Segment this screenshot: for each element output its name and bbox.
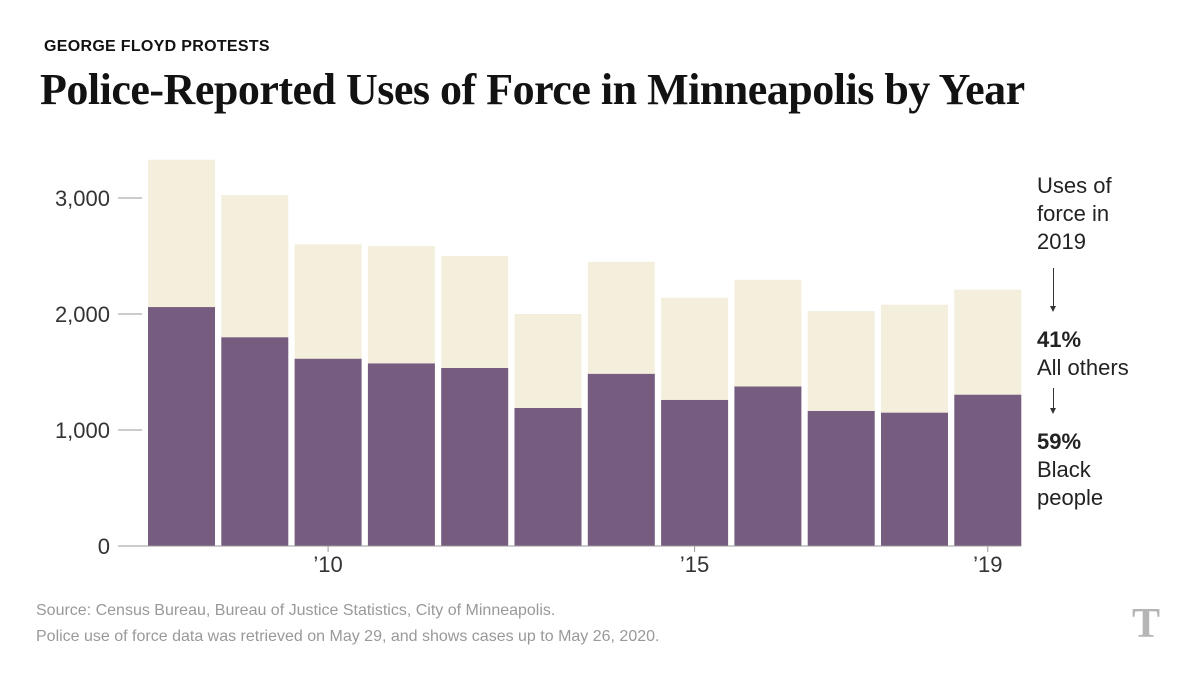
bar-black-people-2014 (587, 373, 655, 546)
arrow-head-icon (1050, 306, 1056, 312)
y-tick-label: 0 (98, 534, 110, 559)
bar-all-others-2017 (807, 311, 875, 411)
others-label: All others (1037, 355, 1129, 380)
bar-black-people-2015 (661, 399, 729, 546)
source-line: Police use of force data was retrieved o… (36, 628, 660, 645)
source-line: Source: Census Bureau, Bureau of Justice… (36, 602, 556, 619)
kicker: GEORGE FLOYD PROTESTS (44, 38, 270, 55)
x-tick-label: ’10 (313, 552, 342, 577)
x-tick-label: ’19 (973, 552, 1002, 577)
bar-black-people-2010 (294, 358, 362, 546)
annotation-heading: Uses of force in 2019 (1037, 172, 1112, 256)
bar-black-people-2017 (807, 410, 875, 546)
black-label-line: people (1037, 485, 1104, 510)
x-tick-label: ’15 (680, 552, 709, 577)
arrow-head-icon (1050, 408, 1056, 414)
others-percent: 41% (1037, 327, 1082, 352)
bar-all-others-2009 (221, 195, 289, 338)
bar-black-people-2011 (367, 363, 435, 546)
bar-all-others-2015 (661, 297, 729, 400)
arrow-icon (1053, 268, 1054, 308)
annotation-heading-line: 2019 (1037, 229, 1086, 254)
bar-all-others-2011 (367, 246, 435, 364)
bar-all-others-2012 (441, 256, 509, 368)
bar-all-others-2013 (514, 314, 582, 408)
bar-all-others-2018 (881, 304, 948, 413)
bar-all-others-2019 (954, 289, 1022, 395)
bar-black-people-2008 (148, 307, 215, 546)
annotation-heading-line: Uses of (1037, 173, 1112, 198)
y-tick-label: 1,000 (55, 418, 110, 443)
black-percent: 59% (1037, 429, 1082, 454)
bar-all-others-2008 (148, 159, 215, 308)
bar-black-people-2013 (514, 407, 582, 546)
bar-all-others-2016 (734, 279, 802, 387)
black-label-line: Black (1037, 457, 1091, 482)
y-tick-label: 3,000 (55, 186, 110, 211)
y-tick-label: 2,000 (55, 302, 110, 327)
annotation-others: 41% All others (1037, 326, 1129, 382)
arrow-icon (1053, 388, 1054, 410)
bar-black-people-2016 (734, 386, 802, 546)
bar-black-people-2009 (221, 337, 289, 546)
chart-title: Police-Reported Uses of Force in Minneap… (40, 65, 1025, 114)
bar-black-people-2012 (441, 367, 509, 546)
annotation-black: 59% Black people (1037, 428, 1103, 512)
bar-all-others-2010 (294, 244, 362, 359)
bar-all-others-2014 (587, 261, 655, 374)
bar-black-people-2018 (881, 412, 948, 546)
new-york-times-logo: T (1131, 601, 1160, 647)
source-note: Source: Census Bureau, Bureau of Justice… (36, 598, 659, 650)
bar-black-people-2019 (954, 394, 1022, 546)
annotation-heading-line: force in (1037, 201, 1110, 226)
